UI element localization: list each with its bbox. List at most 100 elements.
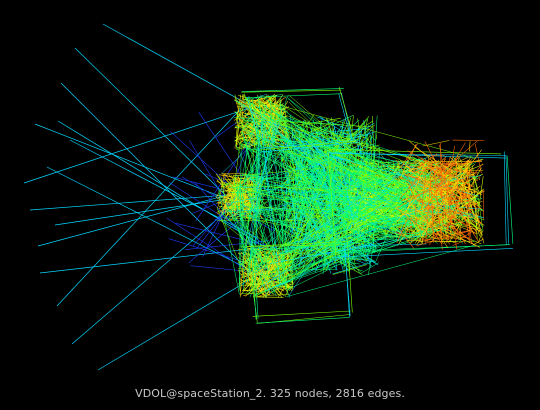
hot-edge xyxy=(401,142,419,167)
hot-edge xyxy=(469,141,471,152)
link-edge xyxy=(281,184,347,274)
cluster-edge xyxy=(248,274,285,292)
hot-edge xyxy=(406,240,458,243)
hot-edge xyxy=(444,209,477,234)
hot-edge xyxy=(396,169,463,209)
hot-edge xyxy=(446,192,467,230)
truss-edge xyxy=(331,248,513,258)
cluster-edge xyxy=(294,148,350,165)
link-edge xyxy=(274,103,476,160)
link-edge xyxy=(282,195,440,282)
hot-edge xyxy=(396,172,438,223)
link-edge xyxy=(254,127,299,191)
truss-edge xyxy=(326,148,334,253)
link-edge xyxy=(259,120,373,128)
link-edge xyxy=(261,138,354,162)
cluster-edge xyxy=(216,194,239,202)
link-edge xyxy=(233,159,353,219)
hot-edge xyxy=(455,158,459,192)
link-edge xyxy=(346,188,355,229)
antenna-edge xyxy=(54,197,239,226)
antenna-edge xyxy=(23,106,253,184)
cluster-edge xyxy=(243,125,254,142)
hot-edge xyxy=(411,153,438,173)
truss-edge xyxy=(246,96,262,148)
truss-edge xyxy=(344,242,350,318)
hot-edge xyxy=(431,158,447,177)
cluster-edge xyxy=(464,187,479,215)
hot-edge xyxy=(397,226,415,250)
hot-edge xyxy=(422,159,482,210)
truss-edge xyxy=(246,244,345,247)
cluster-edge xyxy=(238,261,282,298)
link-edge xyxy=(242,131,278,262)
link-edge xyxy=(218,175,240,191)
link-edge xyxy=(242,146,371,204)
hot-edge xyxy=(412,220,422,238)
link-edge xyxy=(255,103,410,215)
hot-edge xyxy=(395,207,480,248)
truss-edge xyxy=(241,88,344,92)
cluster-edge xyxy=(219,185,235,204)
link-edge xyxy=(311,126,453,210)
link-edge xyxy=(223,182,423,242)
antenna-edge xyxy=(29,193,244,211)
link-edge xyxy=(258,246,280,291)
link-edge xyxy=(266,280,290,291)
cluster-edge xyxy=(368,243,374,275)
link-edge xyxy=(244,137,256,259)
hot-edge xyxy=(399,163,431,200)
link-edge xyxy=(264,138,330,261)
hot-edge xyxy=(428,161,480,243)
hot-edge xyxy=(406,194,481,232)
hot-edge xyxy=(443,184,474,198)
link-edge xyxy=(239,180,436,265)
truss-edge xyxy=(259,142,359,153)
link-edge xyxy=(381,163,431,191)
link-edge xyxy=(285,208,473,258)
link-edge xyxy=(257,93,268,98)
hot-edge xyxy=(415,171,420,174)
antenna-edge xyxy=(46,166,260,276)
link-edge xyxy=(248,141,285,211)
truss-edge xyxy=(331,152,336,258)
hot-edge xyxy=(399,160,447,203)
hot-edge xyxy=(464,165,481,228)
link-edge xyxy=(285,138,386,235)
link-edge xyxy=(244,99,425,210)
truss-edge xyxy=(338,86,355,142)
link-edge xyxy=(281,198,483,255)
link-edge xyxy=(246,147,388,176)
link-edge xyxy=(272,182,371,294)
truss-edge xyxy=(347,241,353,313)
truss-edge xyxy=(259,140,357,151)
hot-edge xyxy=(457,154,471,228)
antenna-edge xyxy=(57,120,265,247)
antenna-edge xyxy=(97,277,254,371)
link-edge xyxy=(380,192,408,226)
truss-edge xyxy=(338,93,353,142)
link-edge xyxy=(246,132,379,254)
link-edge xyxy=(228,190,378,194)
antenna-edge xyxy=(60,82,262,284)
hot-edge xyxy=(396,218,409,243)
antenna-edge xyxy=(69,139,259,239)
hot-edge xyxy=(421,175,427,209)
cluster-edge xyxy=(287,190,308,271)
cluster-edge xyxy=(228,178,257,220)
cluster-edge xyxy=(263,294,289,296)
link-edge xyxy=(406,177,464,244)
truss-edge xyxy=(241,89,342,93)
antenna-edge xyxy=(39,246,268,274)
cluster-edge xyxy=(242,287,272,292)
cluster-edge xyxy=(233,95,262,121)
truss-edge xyxy=(249,242,347,252)
fan-edge xyxy=(169,182,270,248)
cluster-edge xyxy=(482,189,485,220)
cluster-edge xyxy=(332,264,368,275)
antenna-edge xyxy=(34,123,224,199)
cluster-edge xyxy=(443,186,460,226)
hot-edge xyxy=(398,144,417,183)
link-edge xyxy=(246,134,415,201)
link-edge xyxy=(250,172,392,293)
